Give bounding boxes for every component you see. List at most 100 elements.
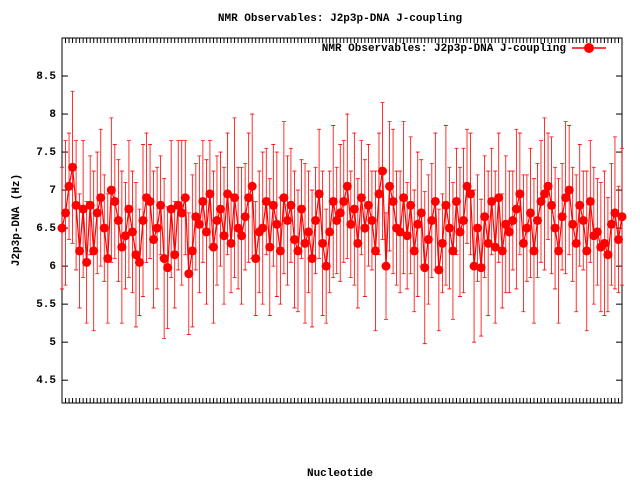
point	[451, 196, 461, 206]
point	[413, 219, 423, 229]
point	[208, 242, 218, 252]
y-axis-label: J2p3p-DNA (Hz)	[11, 174, 23, 266]
point	[613, 235, 623, 245]
point	[374, 189, 384, 199]
point	[437, 238, 447, 248]
point	[68, 162, 78, 172]
point	[543, 181, 553, 191]
point	[339, 196, 349, 206]
point	[282, 216, 292, 225]
point	[293, 246, 303, 256]
point	[134, 257, 144, 267]
point	[304, 227, 314, 237]
point	[265, 242, 275, 252]
point	[540, 189, 550, 199]
point	[296, 204, 306, 214]
point	[244, 193, 254, 203]
point	[251, 254, 261, 264]
point	[385, 181, 395, 191]
point	[346, 219, 356, 229]
x-axis-label: Nucleotide	[307, 468, 373, 480]
point	[212, 216, 222, 225]
point	[610, 208, 620, 218]
point	[198, 196, 208, 206]
point	[89, 246, 99, 256]
chart-title: NMR Observables: J2p3p-DNA J-coupling	[218, 13, 462, 25]
point	[370, 246, 380, 256]
point	[508, 216, 518, 225]
point	[103, 254, 113, 264]
point	[187, 246, 197, 256]
point	[152, 223, 162, 233]
point	[525, 208, 535, 218]
point	[166, 204, 176, 214]
y-tick-label: 4.5	[36, 375, 56, 387]
point	[529, 246, 539, 256]
point	[61, 208, 71, 218]
point	[585, 196, 595, 206]
point	[240, 212, 250, 222]
point	[532, 216, 542, 225]
point	[184, 269, 194, 279]
point	[205, 189, 215, 199]
point	[268, 200, 278, 210]
point	[307, 254, 317, 264]
y-tick-label: 7	[49, 185, 56, 197]
point	[409, 246, 419, 256]
point	[159, 254, 169, 264]
legend-marker	[584, 43, 594, 53]
point	[127, 227, 137, 237]
point	[353, 238, 363, 248]
point	[363, 200, 373, 210]
point	[226, 238, 236, 248]
point	[522, 223, 532, 233]
point	[57, 223, 67, 233]
point	[441, 200, 451, 210]
point	[575, 200, 585, 210]
point	[110, 196, 120, 206]
point	[547, 200, 557, 210]
point	[180, 193, 190, 203]
point	[156, 200, 166, 210]
point	[399, 193, 409, 203]
point	[96, 193, 106, 203]
point	[395, 227, 405, 237]
point	[117, 242, 127, 252]
point	[258, 223, 268, 233]
point	[427, 216, 437, 225]
y-tick-label: 7.5	[36, 147, 56, 159]
point	[592, 227, 602, 237]
point	[272, 219, 282, 229]
point	[71, 200, 81, 210]
point	[406, 200, 416, 210]
point	[462, 181, 472, 191]
point	[321, 261, 331, 271]
point	[487, 196, 497, 206]
point	[564, 185, 574, 195]
point	[356, 193, 366, 203]
point	[568, 219, 578, 229]
point	[131, 250, 141, 260]
point	[459, 216, 469, 225]
point	[191, 212, 201, 222]
point	[515, 189, 525, 199]
point	[311, 216, 321, 225]
point	[430, 196, 440, 206]
legend-label: NMR Observables: J2p3p-DNA J-coupling	[322, 43, 566, 55]
point	[261, 196, 271, 206]
point	[367, 216, 377, 225]
point	[106, 185, 116, 195]
point	[342, 181, 352, 191]
point	[64, 181, 74, 191]
point	[170, 250, 180, 260]
point	[349, 204, 359, 214]
point	[360, 223, 370, 233]
point	[402, 231, 412, 241]
point	[483, 238, 493, 248]
y-tick-label: 5.5	[36, 299, 56, 311]
point	[378, 166, 388, 176]
point	[233, 223, 243, 233]
point	[230, 193, 240, 203]
point	[325, 227, 335, 237]
point	[504, 227, 514, 237]
